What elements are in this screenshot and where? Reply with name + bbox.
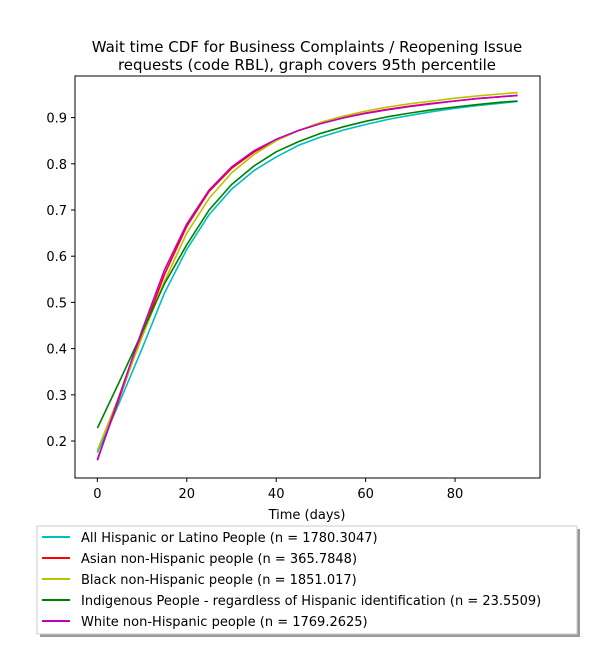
y-tick-label: 0.3 bbox=[46, 389, 67, 404]
series-lines bbox=[96, 91, 518, 461]
y-tick-label: 0.4 bbox=[46, 343, 67, 358]
x-tick-label: 80 bbox=[447, 487, 464, 502]
legend-entry: Indigenous People - regardless of Hispan… bbox=[81, 594, 541, 609]
chart-title-line: requests (code RBL), graph covers 95th p… bbox=[118, 56, 496, 74]
y-tick-label: 0.2 bbox=[46, 435, 67, 450]
x-tick-label: 40 bbox=[268, 487, 285, 502]
series-line-1 bbox=[96, 100, 518, 453]
x-tick-label: 60 bbox=[357, 487, 374, 502]
y-axis: 0.2 0.3 0.4 0.5 0.6 0.7 0.8 0.9 bbox=[46, 112, 75, 450]
x-tick-label: 0 bbox=[93, 487, 101, 502]
plot-frame bbox=[74, 75, 541, 479]
y-tick-label: 0.9 bbox=[46, 112, 67, 127]
legend: All Hispanic or Latino People (n = 1780.… bbox=[36, 525, 580, 637]
legend-entry: Black non-Hispanic people (n = 1851.017) bbox=[81, 573, 357, 588]
legend-entry: White non-Hispanic people (n = 1769.2625… bbox=[81, 615, 368, 630]
legend-entry: All Hispanic or Latino People (n = 1780.… bbox=[81, 531, 378, 546]
series-line-5 bbox=[96, 94, 518, 461]
chart-title: Wait time CDF for Business Complaints / … bbox=[92, 38, 523, 74]
legend-box bbox=[36, 525, 578, 635]
legend-entry: Asian non-Hispanic people (n = 365.7848) bbox=[81, 552, 357, 567]
x-tick-label: 20 bbox=[179, 487, 196, 502]
x-axis-label: Time (days) bbox=[268, 508, 346, 523]
y-tick-label: 0.5 bbox=[46, 296, 67, 311]
series-line-4 bbox=[96, 100, 518, 429]
y-tick-label: 0.6 bbox=[46, 250, 67, 265]
y-tick-label: 0.8 bbox=[46, 158, 67, 173]
y-tick-label: 0.7 bbox=[46, 204, 67, 219]
x-axis: 0 20 40 60 80 bbox=[93, 478, 463, 502]
chart-title-line: Wait time CDF for Business Complaints / … bbox=[92, 38, 523, 56]
series-line-2 bbox=[96, 94, 518, 460]
series-line-3 bbox=[96, 91, 518, 451]
